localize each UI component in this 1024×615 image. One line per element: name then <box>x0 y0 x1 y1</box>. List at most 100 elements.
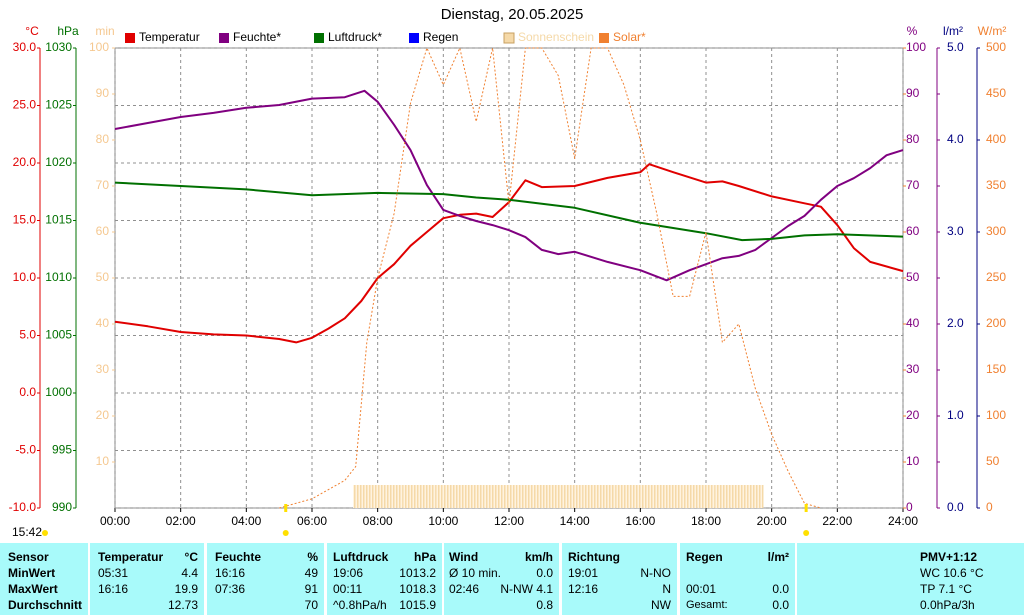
table-cell: 16:16 <box>215 566 246 580</box>
table-cell: WC 10.6 °C <box>920 566 984 580</box>
sun-dot <box>282 530 289 536</box>
bar <box>582 485 600 508</box>
table-cell: 12.73 <box>167 598 198 612</box>
bar <box>500 485 518 508</box>
table-cell: PMV+1:12 <box>920 550 978 564</box>
x-tick-label: 00:00 <box>100 514 130 528</box>
y-tick-label: 70 <box>96 178 110 192</box>
y-tick-label: 5.0 <box>19 328 36 342</box>
y-tick-label: 10.0 <box>13 270 37 284</box>
table-column: Regen l/m² 00:01 0.0 Gesamt: 0.0 <box>680 543 795 615</box>
legend-swatch <box>314 33 324 43</box>
x-tick-label: 24:00 <box>888 514 918 528</box>
bar <box>664 485 682 508</box>
y-tick-label: 20 <box>96 408 110 422</box>
sun-marker <box>804 504 808 512</box>
table-cell: Wind <box>449 550 479 564</box>
bar <box>550 485 567 508</box>
table-cell: 12:16 <box>568 582 599 596</box>
y-tick-label: 4.0 <box>947 132 964 146</box>
table-cell: MaxWert <box>8 582 58 596</box>
y-tick-label: 30 <box>906 362 920 376</box>
bar <box>402 485 419 508</box>
x-tick-label: 16:00 <box>625 514 655 528</box>
table-cell: 0.0 <box>772 598 789 612</box>
x-tick-label: 08:00 <box>363 514 393 528</box>
y-tick-label: 50 <box>96 270 110 284</box>
series-line <box>114 89 904 282</box>
table-cell: Ø 10 min. <box>449 566 502 580</box>
x-tick-label: 10:00 <box>428 514 458 528</box>
legend-swatch <box>409 33 419 43</box>
y-tick-label: -10.0 <box>9 500 37 514</box>
y-tick-label: 90 <box>906 86 920 100</box>
bar <box>369 485 386 508</box>
table-cell: 4.4 <box>181 566 198 580</box>
y-tick-label: 300 <box>986 224 1006 238</box>
y-tick-label: 2.0 <box>947 316 964 330</box>
bar <box>697 485 715 508</box>
y-tick-label: 1000 <box>45 385 72 399</box>
y-tick-label: 1.0 <box>947 408 964 422</box>
y-tick-label: 30 <box>96 362 110 376</box>
x-tick-label: 14:00 <box>560 514 590 528</box>
table-column: Sensor MinWert MaxWert Durchschnitt <box>0 543 88 615</box>
bar <box>353 485 370 508</box>
table-column: Wind km/h Ø 10 min. 0.0 02:46 N-NW 4.1 0.8 <box>444 543 559 615</box>
bar <box>451 485 468 508</box>
x-tick-label: 22:00 <box>822 514 852 528</box>
table-column: Feuchte% 16:16 49 07:36 91 70 <box>207 543 324 615</box>
table-cell: NW <box>651 598 671 612</box>
bar <box>648 485 665 508</box>
axis-title: hPa <box>57 24 79 38</box>
bar <box>714 485 731 508</box>
y-tick-label: 90 <box>96 86 110 100</box>
legend-label: Luftdruck* <box>328 30 382 44</box>
y-tick-label: 0 <box>986 500 993 514</box>
y-tick-label: 15.0 <box>13 213 37 227</box>
y-tick-label: 20.0 <box>13 155 37 169</box>
y-tick-label: 100 <box>89 40 109 54</box>
y-tick-label: 0 <box>906 500 913 514</box>
bar <box>418 485 436 508</box>
table-cell: TP 7.1 °C <box>920 582 972 596</box>
table-cell: Regen <box>686 550 723 564</box>
y-tick-label: 50 <box>906 270 920 284</box>
axis-title: °C <box>25 24 39 38</box>
bar <box>730 485 748 508</box>
y-tick-label: 1020 <box>45 155 72 169</box>
sun-dot <box>803 530 810 536</box>
y-tick-label: 60 <box>906 224 920 238</box>
table-cell: 19:01 <box>568 566 599 580</box>
table-column: Luftdruck hPa 19:06 1013.2 00:11 1018.3 ^0.8hP… <box>327 543 442 615</box>
bar <box>484 485 501 508</box>
table-cell: Richtung <box>568 550 620 564</box>
bar <box>467 485 485 508</box>
x-tick-label: 06:00 <box>297 514 327 528</box>
table-column: Richtung 19:01 N-NO 12:16 N NW <box>562 543 677 615</box>
y-tick-label: 200 <box>986 316 1006 330</box>
y-tick-label: 1010 <box>45 270 72 284</box>
table-cell: 0.0 <box>536 566 553 580</box>
y-tick-label: 450 <box>986 86 1006 100</box>
table-cell: 19.9 <box>174 582 198 596</box>
table-column: Temperatur °C 05:31 4.4 16:16 19.9 12.73 <box>90 543 204 615</box>
table-cell: °C <box>184 550 198 564</box>
bar <box>566 485 583 508</box>
axis-title: W/m² <box>978 24 1007 38</box>
table-cell: hPa <box>413 550 436 564</box>
table-cell: MinWert <box>8 566 56 580</box>
axis-title: l/m² <box>943 24 963 38</box>
y-tick-label: 0.0 <box>947 500 964 514</box>
y-tick-label: 10 <box>96 454 110 468</box>
legend-label: Regen <box>423 30 458 44</box>
bar <box>599 485 616 508</box>
y-tick-label: 995 <box>52 443 72 457</box>
y-tick-label: 250 <box>986 270 1006 284</box>
table-cell: km/h <box>524 550 553 564</box>
sun-marker <box>284 504 288 512</box>
x-tick-label: 20:00 <box>757 514 787 528</box>
time-dot <box>42 530 48 536</box>
table-column: PMV+1:12 WC 10.6 °C TP 7.1 °C 0.0hPa/3h <box>797 543 1024 615</box>
